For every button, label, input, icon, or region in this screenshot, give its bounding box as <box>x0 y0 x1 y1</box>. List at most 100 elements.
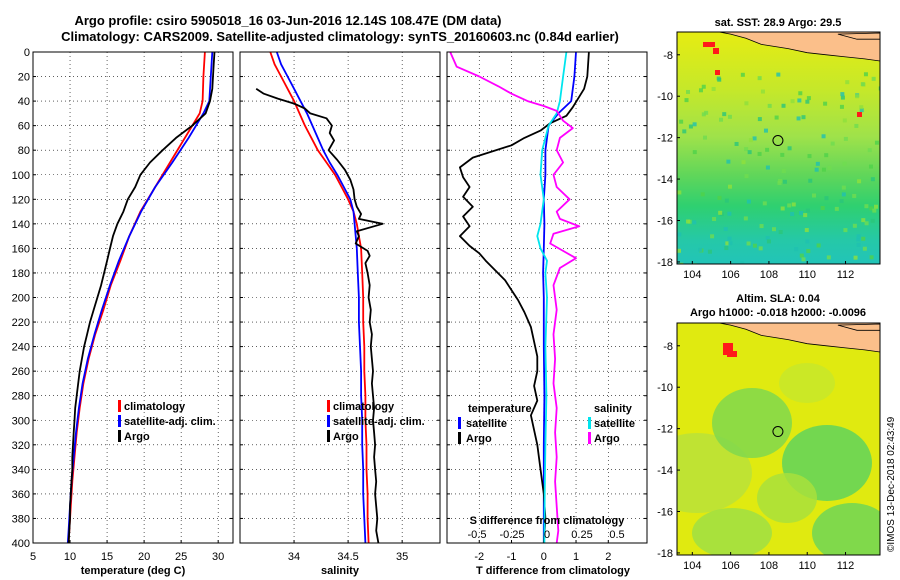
x-tick-label: 25 <box>175 551 187 563</box>
sst-pixel <box>748 138 753 143</box>
series-line-climatology <box>269 51 370 544</box>
map-x-tick-label: 110 <box>798 269 816 281</box>
map-y-tick-label: -14 <box>657 174 673 186</box>
sst-pixel <box>824 153 829 158</box>
sst-pixel <box>857 179 862 184</box>
sst-pixel <box>716 76 721 81</box>
sst-pixel <box>801 257 806 262</box>
legend-swatch <box>327 430 330 442</box>
sst-pixel <box>782 179 787 184</box>
x-tick-label: -2 <box>474 551 484 563</box>
sst-pixel <box>856 237 861 242</box>
sst-pixel <box>727 184 732 189</box>
sst-warm-pixel <box>857 112 862 117</box>
legend-label: temperature <box>468 403 532 415</box>
sst-pixel <box>718 210 723 215</box>
sst-pixel <box>855 94 860 99</box>
sst-pixel <box>776 72 781 77</box>
sst-pixel <box>781 103 786 108</box>
sst-pixel <box>726 159 731 164</box>
s-diff-tick-label: 0.5 <box>609 529 624 541</box>
series-line-argo <box>67 51 216 544</box>
sst-pixel <box>727 114 732 119</box>
sst-pixel <box>723 227 728 232</box>
depth-tick-label: 0 <box>24 47 30 59</box>
series-line-argo <box>255 88 384 544</box>
sst-pixel <box>869 255 874 260</box>
sst-pixel <box>679 119 684 124</box>
sst-warm-pixel <box>713 48 719 54</box>
sla-high-pixel <box>723 343 733 355</box>
sst-pixel <box>830 141 835 146</box>
sst-pixel <box>757 117 762 122</box>
sst-pixel <box>746 199 751 204</box>
sst-pixel <box>801 115 806 120</box>
sst-pixel <box>842 118 847 123</box>
land-java <box>677 32 880 62</box>
sst-pixel <box>717 195 722 200</box>
map-frame <box>676 31 881 265</box>
sst-pixel <box>677 232 682 237</box>
sst-pixel <box>856 234 861 239</box>
sst-pixel <box>864 221 869 226</box>
map-y-tick-label: -8 <box>663 50 673 62</box>
map-y-tick-label: -18 <box>657 257 673 269</box>
sst-pixel <box>794 247 799 252</box>
depth-tick-label: 360 <box>12 489 30 501</box>
sst-pixel <box>804 228 809 233</box>
sst-pixel <box>826 255 831 260</box>
x-tick-label: 5 <box>30 551 36 563</box>
s-diff-tick-label: -0.5 <box>468 529 487 541</box>
sst-pixel <box>790 99 795 104</box>
sst-pixel <box>808 178 813 183</box>
map-x-tick-label: 110 <box>798 560 816 572</box>
x-tick-label: 2 <box>605 551 611 563</box>
sst-pixel <box>806 249 811 254</box>
sst-pixel <box>777 180 782 185</box>
sst-pixel <box>682 129 687 134</box>
map-y-tick-label: -18 <box>657 548 673 560</box>
sst-pixel <box>728 241 733 246</box>
map-x-tick-label: 106 <box>721 560 739 572</box>
sst-pixel <box>767 103 772 108</box>
legend-swatch <box>118 430 121 442</box>
sst-warm-pixel <box>703 42 715 47</box>
sst-pixel <box>752 243 757 248</box>
sst-pixel <box>752 136 757 141</box>
sla-anomaly-blob <box>757 473 817 523</box>
sst-pixel <box>805 239 810 244</box>
depth-tick-label: 380 <box>12 513 30 525</box>
legend-swatch <box>118 415 121 427</box>
sst-pixel <box>677 248 682 253</box>
plot-frame <box>32 51 234 544</box>
sst-pixel <box>765 236 770 241</box>
depth-tick-label: 180 <box>12 268 30 280</box>
sst-pixel <box>821 167 826 172</box>
series-line-t-argo <box>458 51 590 544</box>
sst-pixel <box>859 105 864 110</box>
sst-field <box>677 32 880 264</box>
sst-pixel <box>807 154 812 159</box>
argo-location-marker <box>772 426 784 438</box>
sst-pixel <box>852 223 857 228</box>
sla-anomaly-blob <box>712 388 792 458</box>
series-line-s-argo <box>449 51 581 544</box>
legend-swatch <box>327 400 330 412</box>
sla-map-title-2: Argo h1000: -0.018 h2000: -0.0096 <box>690 307 866 319</box>
sst-pixel <box>747 150 752 155</box>
sst-pixel <box>744 174 749 179</box>
x-tick-label: 34.5 <box>337 551 358 563</box>
map-y-tick-label: -12 <box>657 424 673 436</box>
sst-pixel <box>787 146 792 151</box>
sst-pixel <box>757 76 762 81</box>
depth-tick-label: 60 <box>18 121 30 133</box>
sst-pixel <box>834 206 839 211</box>
sst-pixel <box>790 212 795 217</box>
depth-tick-label: 300 <box>12 415 30 427</box>
sst-pixel <box>698 88 703 93</box>
sst-pixel <box>684 98 689 103</box>
sst-pixel <box>780 206 785 211</box>
sst-pixel <box>701 112 706 117</box>
sst-pixel <box>771 227 776 232</box>
sst-pixel <box>842 161 847 166</box>
